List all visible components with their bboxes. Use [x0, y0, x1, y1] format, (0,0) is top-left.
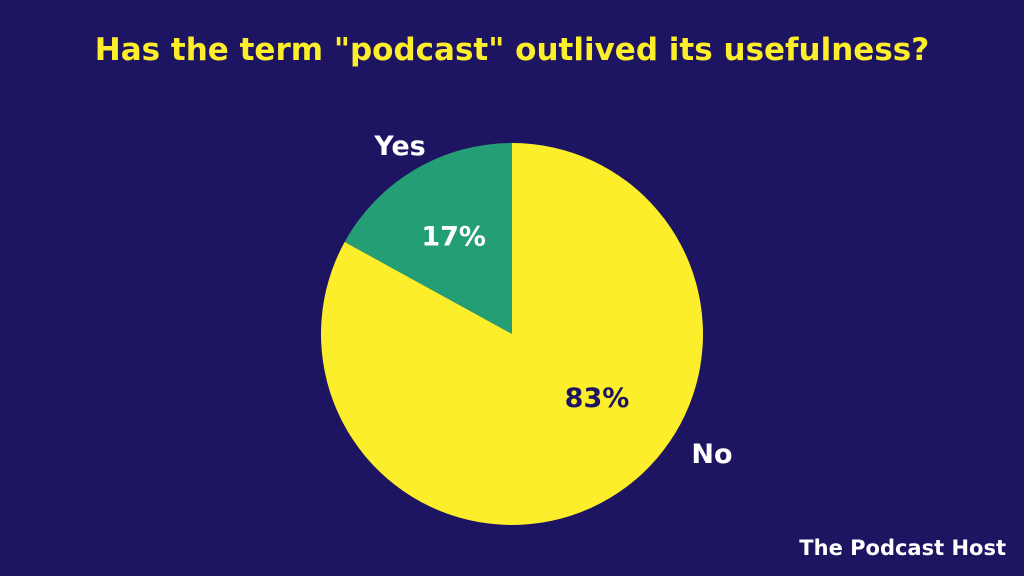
value-label-yes: 17% [421, 221, 486, 252]
value-label-no: 83% [565, 383, 630, 414]
pie-slice-no [321, 143, 703, 526]
chart-title: Has the term "podcast" outlived its usef… [94, 32, 930, 68]
category-label-no: No [691, 439, 732, 470]
pie-slice-yes [344, 143, 512, 334]
category-label-yes: Yes [373, 131, 425, 162]
brand-logo: The Podcast Host [799, 536, 1006, 560]
